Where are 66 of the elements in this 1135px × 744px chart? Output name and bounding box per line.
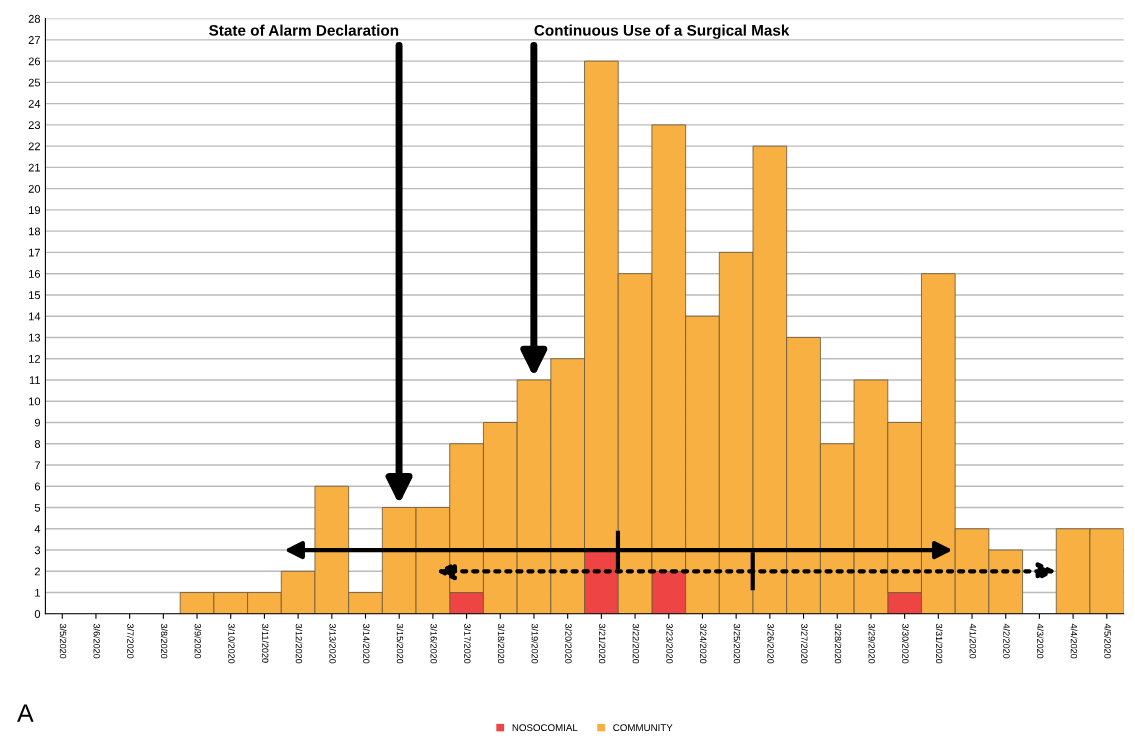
x-tick-label: 3/25/2020 [733,623,741,664]
x-tick-label: 3/20/2020 [565,623,572,664]
y-tick-label: 2 [34,567,40,576]
text: A [17,704,34,722]
y-tick-label: 3 [34,546,41,555]
y-tick-label: 6 [34,482,41,491]
y-tick-label: 23 [28,121,41,130]
x-tick-label: 3/28/2020 [834,623,842,664]
y-tick-label: 10 [29,397,41,406]
annotation: State of Alarm Declaration [209,24,399,36]
y-tick-label: 0 [34,610,41,618]
x-tick-label: 3/21/2020 [598,623,606,664]
y-tick-label: 13 [29,333,41,342]
x-tick-label: 4/1/2020 [969,623,977,659]
x-tick-label: 3/27/2020 [801,623,808,664]
x-tick-label: 4/3/2020 [1036,623,1044,659]
y-tick-label: 17 [29,248,40,257]
y-tick-label: 15 [29,291,41,300]
x-tick-label: 3/16/2020 [430,623,438,664]
y-tick-label: 22 [28,142,40,151]
x-tick-label: 3/15/2020 [396,623,404,664]
x-tick-label: 3/26/2020 [767,623,775,664]
y-tick-label: 4 [34,525,41,533]
x-tick-label: 3/23/2020 [666,623,673,664]
x-tick-label: 4/2/2020 [1003,623,1010,659]
x-tick-label: 3/11/2020 [262,623,269,663]
x-tick-label: 3/31/2020 [935,623,943,664]
annotation: Continuous Use of a Surgical Mask [534,24,790,39]
y-tick-label: 5 [34,503,41,512]
y-tick-label: 12 [29,354,40,363]
x-tick-label: 3/14/2020 [363,623,370,664]
y-tick-label: 7 [34,461,40,470]
x-tick-label: 3/5/2020 [59,623,67,659]
x-tick-label: 4/5/2020 [1104,623,1112,659]
x-tick-label: 3/19/2020 [531,623,539,664]
x-tick-label: 3/10/2020 [228,623,235,664]
x-tick-label: 3/12/2020 [295,623,303,664]
x-tick-label: 3/13/2020 [329,623,337,664]
y-tick-label: 14 [29,312,41,321]
x-tick-label: 3/6/2020 [93,623,101,659]
x-tick-label: 3/7/2020 [127,623,134,659]
y-tick-label: 28 [28,14,41,23]
x-tick-label: 3/18/2020 [497,623,505,664]
y-tick-label: 16 [29,269,41,278]
legend-label: NOSOCOMIAL [512,724,578,732]
y-tick-label: 26 [28,57,41,66]
y-tick-label: 25 [28,78,41,87]
y-tick-label: 9 [34,418,41,427]
x-tick-label: 3/30/2020 [902,623,909,664]
x-tick-label: 4/4/2020 [1070,623,1078,659]
x-tick-label: 3/8/2020 [160,623,168,659]
y-tick-label: 18 [29,227,41,236]
y-tick-label: 8 [34,440,41,448]
x-tick-label: 3/24/2020 [700,623,707,664]
y-tick-label: 20 [28,184,41,193]
y-tick-label: 27 [28,36,40,44]
y-tick-label: 19 [29,206,41,215]
y-tick-label: 11 [29,376,40,384]
x-tick-label: 3/22/2020 [632,623,640,664]
y-tick-label: 1 [35,588,40,597]
x-tick-label: 3/17/2020 [464,623,471,664]
x-tick-label: 3/29/2020 [868,623,876,664]
legend-label: COMMUNITY [613,724,673,732]
x-tick-label: 3/9/2020 [194,623,202,659]
y-tick-label: 21 [28,163,40,172]
y-tick-label: 24 [28,99,41,108]
